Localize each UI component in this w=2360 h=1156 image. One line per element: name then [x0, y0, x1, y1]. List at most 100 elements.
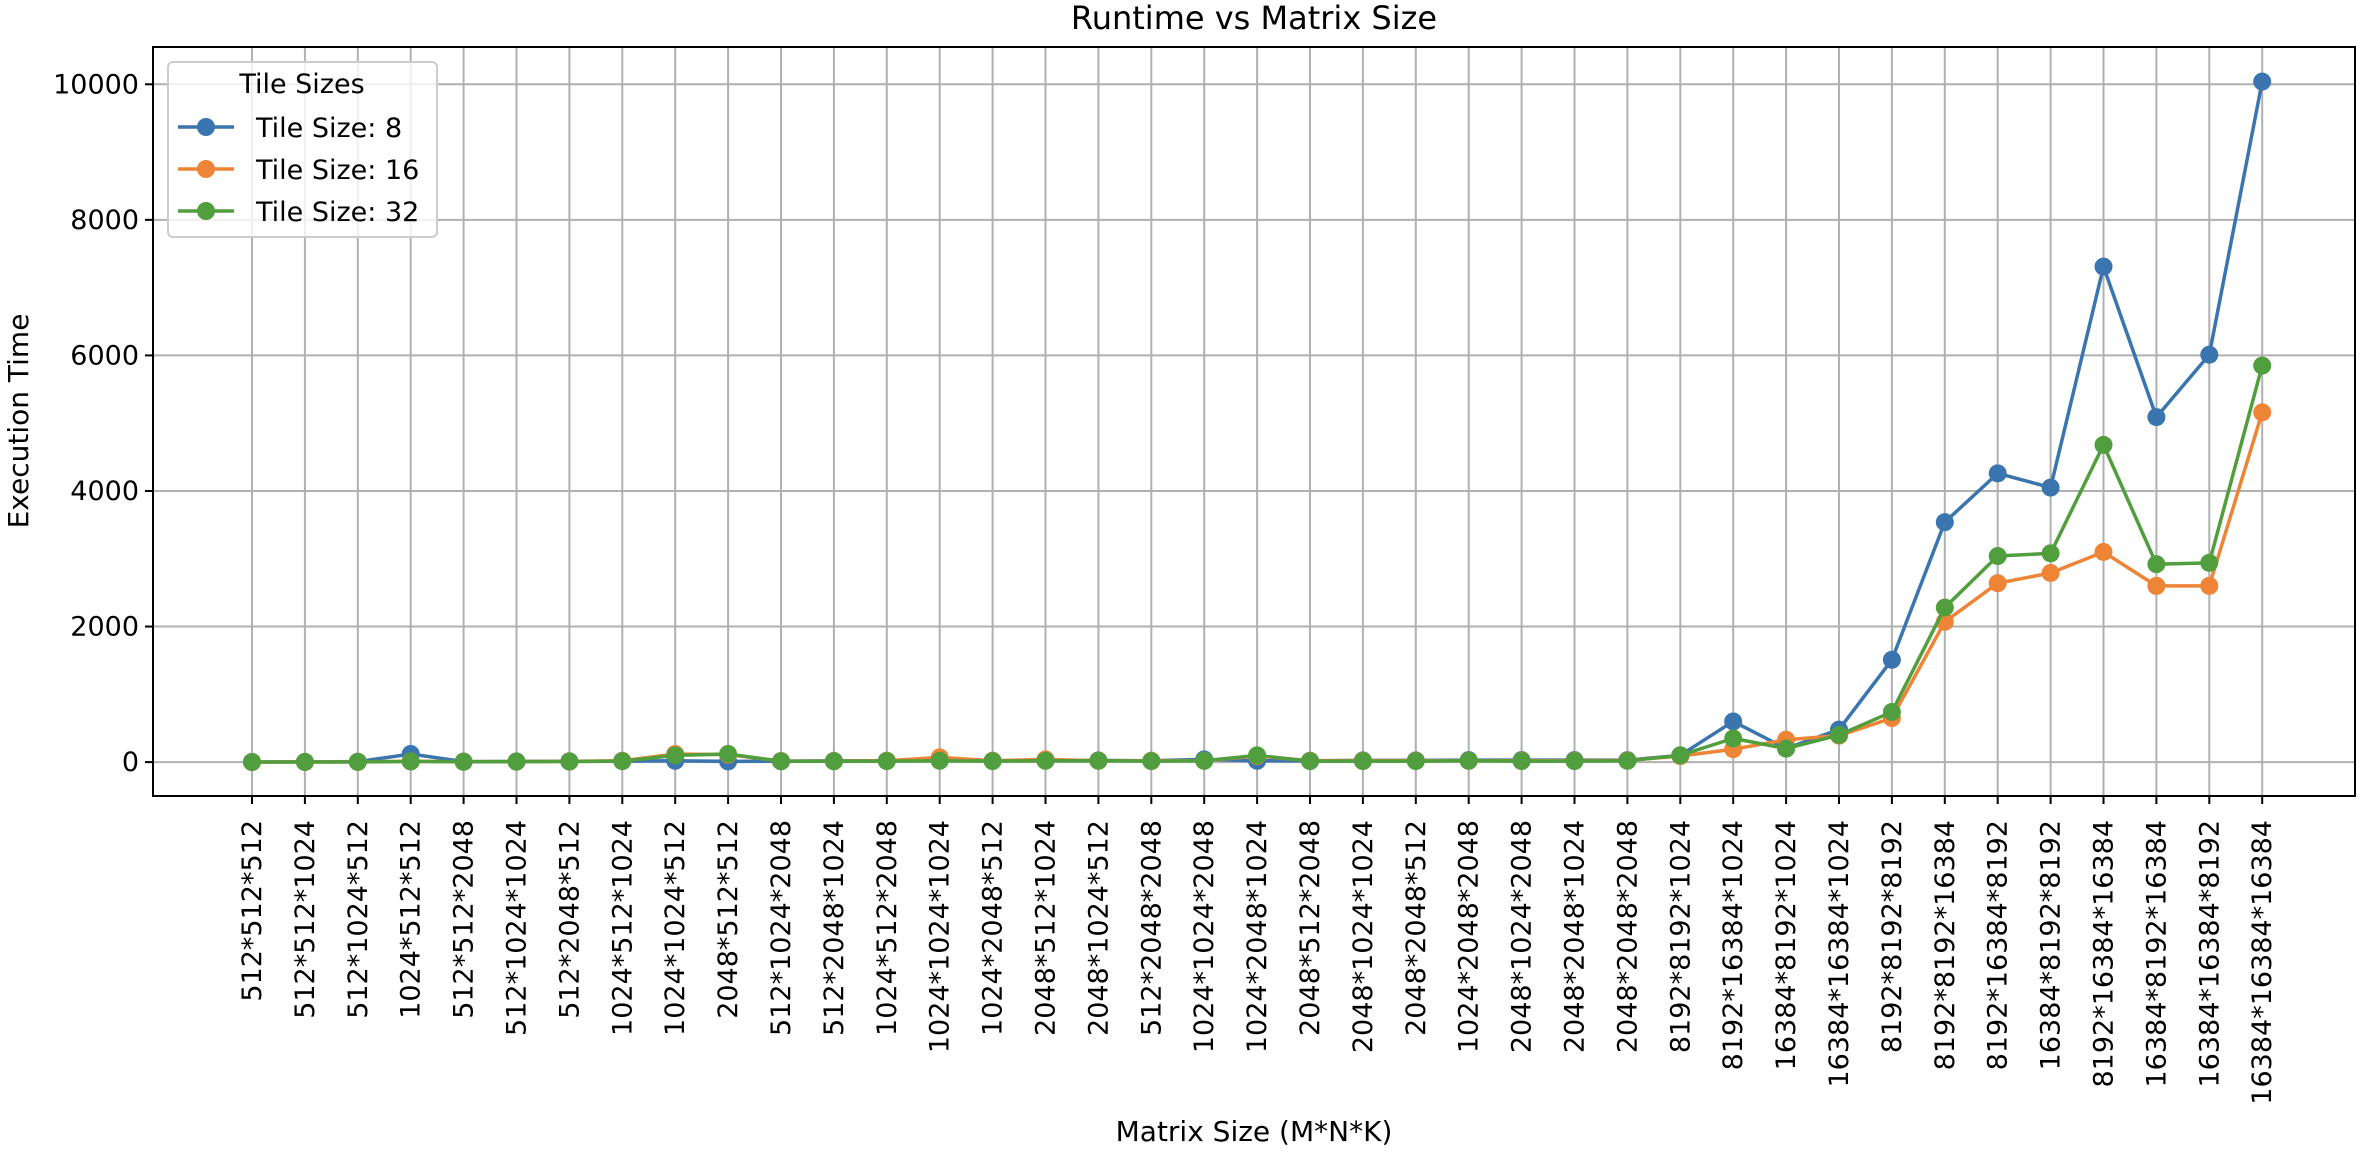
data-point [1724, 712, 1743, 731]
x-tick-label: 8192*16384*1024 [1718, 820, 1749, 1070]
data-point [1882, 650, 1901, 669]
data-point [1036, 751, 1055, 770]
x-tick-label: 1024*1024*1024 [925, 820, 956, 1053]
data-point [1459, 751, 1478, 770]
x-axis-label: Matrix Size (M*N*K) [1116, 1115, 1393, 1148]
legend-entry: Tile Size: 32 [178, 197, 419, 228]
data-point [1882, 702, 1901, 721]
x-tick-label: 2048*1024*2048 [1507, 820, 1538, 1053]
data-point [2094, 435, 2113, 454]
data-point [2200, 553, 2219, 572]
x-tick-label: 1024*512*512 [396, 820, 427, 1019]
x-axis-ticks: 512*512*512 512*512*1024 512*1024*512 1024*… [237, 796, 2278, 1105]
x-tick-label: 8192*16384*8192 [1983, 820, 2014, 1070]
x-tick-label: 1024*512*2048 [872, 820, 903, 1036]
data-point [1565, 752, 1584, 771]
data-point [1195, 751, 1214, 770]
data-point [930, 751, 949, 770]
x-tick-label: 8192*8192*1024 [1665, 820, 1696, 1053]
legend-box [167, 61, 438, 238]
series-3 [243, 356, 2272, 772]
data-point [401, 752, 420, 771]
x-tick-label: 512*2048*1024 [819, 820, 850, 1036]
x-tick-label: 2048*2048*2048 [1612, 820, 1643, 1053]
data-point [824, 752, 843, 771]
data-point [2200, 576, 2219, 595]
data-point [1935, 513, 1954, 532]
legend-marker [197, 118, 215, 136]
data-point [1089, 751, 1108, 770]
x-tick-label: 16384*16384*1024 [1824, 820, 1855, 1088]
data-point [1988, 547, 2007, 566]
x-tick-label: 16384*16384*8192 [2194, 820, 2225, 1088]
data-point [1777, 739, 1796, 758]
data-point [877, 752, 896, 771]
data-point [772, 752, 790, 771]
data-point [1248, 746, 1267, 765]
data-point [1988, 464, 2007, 483]
data-point [2147, 576, 2166, 595]
data-point [983, 752, 1002, 771]
x-tick-label: 2048*512*512 [713, 820, 744, 1019]
x-tick-label: 512*1024*1024 [502, 820, 533, 1036]
x-tick-label: 1024*1024*2048 [1189, 820, 1220, 1053]
x-tick-label: 2048*512*2048 [1295, 820, 1326, 1036]
data-point [666, 746, 685, 765]
legend-label: Tile Size: 32 [255, 197, 419, 228]
x-tick-label: 16384*8192*1024 [1771, 820, 1802, 1070]
y-tick-label: 10000 [53, 69, 139, 100]
legend-entry: Tile Size: 8 [178, 113, 402, 144]
data-point [1512, 752, 1531, 771]
data-point [2253, 356, 2272, 375]
chart-title: Runtime vs Matrix Size [1071, 0, 1437, 37]
x-tick-label: 2048*1024*1024 [1348, 820, 1379, 1053]
data-point [1301, 752, 1319, 771]
y-tick-label: 0 [122, 747, 139, 778]
x-tick-label: 1024*2048*2048 [1454, 820, 1485, 1053]
data-point [295, 752, 314, 771]
data-point [1671, 746, 1690, 765]
data-point [2041, 478, 2060, 497]
x-tick-label: 8192*8192*16384 [1930, 820, 1961, 1070]
legend-marker [197, 202, 215, 220]
x-tick-label: 512*512*512 [237, 820, 268, 1002]
legend-label: Tile Size: 16 [255, 155, 419, 186]
data-point [2041, 563, 2060, 582]
x-tick-label: 512*512*1024 [290, 820, 321, 1019]
data-point [1406, 752, 1425, 771]
data-point [2253, 403, 2272, 422]
x-tick-label: 2048*2048*512 [1401, 820, 1432, 1036]
y-tick-label: 2000 [70, 612, 139, 643]
data-point [1142, 752, 1161, 771]
x-tick-label: 8192*16384*16384 [2089, 820, 2120, 1088]
plot-frame [152, 46, 2356, 797]
y-axis-ticks: 0 2000 4000 6000 8000 10000 [53, 69, 153, 778]
data-point [1618, 751, 1637, 770]
y-tick-label: 8000 [70, 205, 139, 236]
x-tick-label: 16384*16384*16384 [2247, 820, 2278, 1105]
x-tick-label: 512*1024*2048 [766, 820, 797, 1036]
x-tick-label: 2048*1024*512 [1083, 820, 1114, 1036]
x-tick-label: 1024*1024*512 [660, 820, 691, 1036]
data-point [613, 752, 632, 771]
data-point [2200, 345, 2219, 364]
legend-title: Tile Sizes [238, 69, 364, 100]
x-tick-label: 512*1024*512 [343, 820, 374, 1019]
x-tick-label: 1024*2048*1024 [1242, 820, 1273, 1053]
x-tick-label: 1024*2048*512 [978, 820, 1009, 1036]
legend-label: Tile Size: 8 [255, 113, 402, 144]
data-point [2253, 72, 2272, 91]
data-point [1830, 725, 1848, 744]
data-point [1724, 729, 1743, 748]
y-axis-label: Execution Time [2, 314, 35, 529]
data-point [560, 752, 579, 771]
legend: Tile Sizes Tile Size: 8 Tile Size: 16 Tile… [167, 61, 438, 238]
legend-marker [197, 160, 215, 178]
data-point [1935, 598, 1954, 617]
x-tick-label: 1024*512*1024 [607, 820, 638, 1036]
x-tick-label: 512*2048*512 [554, 820, 585, 1019]
x-tick-label: 2048*512*1024 [1031, 820, 1062, 1036]
x-tick-label: 512*512*2048 [449, 820, 480, 1019]
x-tick-label: 512*2048*2048 [1136, 820, 1167, 1036]
data-point [2147, 555, 2166, 574]
